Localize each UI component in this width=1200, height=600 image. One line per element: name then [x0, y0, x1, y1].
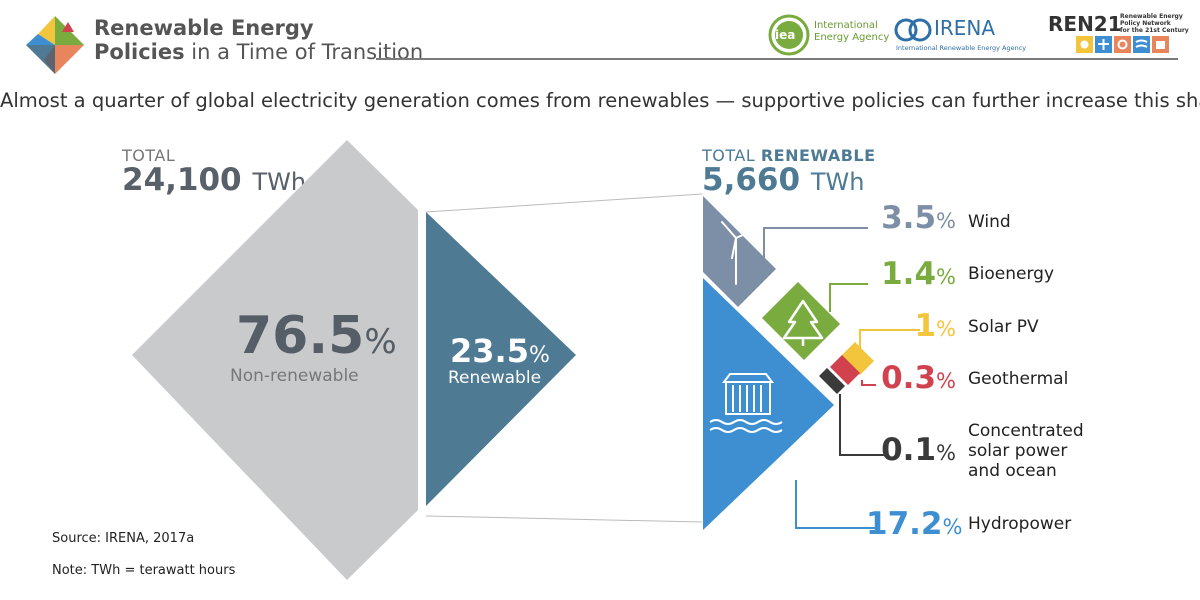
ren21-logo: REN21 Renewable Energy Policy Network fo…: [1048, 12, 1189, 56]
wind-leader: [763, 227, 868, 262]
csp-ocean-pct: 0.1%: [881, 432, 956, 468]
chart-subtitle: Almost a quarter of global electricity g…: [0, 89, 1200, 112]
wind-label: Wind: [968, 212, 1011, 232]
header-rule: [376, 58, 1178, 60]
hydropower-label: Hydropower: [968, 514, 1072, 534]
zoom-line-bottom: [425, 515, 703, 523]
units-note: Note: TWh = terawatt hours: [52, 563, 236, 578]
irena-logo: IRENA International Renewable Energy Age…: [894, 16, 1027, 52]
solar-pv-shape: [841, 342, 874, 375]
source-note: Source: IRENA, 2017a: [52, 531, 195, 546]
zoom-line-top: [425, 193, 703, 213]
dam-icon: [709, 373, 783, 433]
iea-logo: iea International Energy Agency: [768, 14, 889, 56]
geothermal-shape: [830, 355, 860, 385]
csp-ocean-leader: [839, 394, 888, 456]
non-renewable-shape: [132, 140, 418, 580]
renewable-label: Renewable: [448, 368, 542, 388]
total-renewable-value: 5,660 TWh: [702, 162, 865, 198]
hydropower-pct: 17.2%: [866, 506, 963, 542]
non-renewable-label: Non-renewable: [230, 366, 359, 386]
bioenergy-leader: [829, 283, 868, 312]
header-title-line2: Policies in a Time of Transition: [94, 40, 424, 64]
publication-logo: [26, 16, 84, 74]
bioenergy-pct: 1.4%: [881, 256, 956, 292]
total-renewable-label: TOTAL RENEWABLE: [702, 146, 876, 165]
wind-turbine-icon: [721, 221, 755, 285]
renewable-pct: 23.5%: [450, 332, 550, 370]
solar-pv-pct: 1%: [914, 308, 956, 344]
wind-shape: [703, 196, 776, 307]
non-renewable-pct: 76.5%: [236, 306, 397, 366]
wind-pct: 3.5%: [881, 200, 956, 236]
tree-icon: [782, 299, 824, 346]
csp-ocean-shape: [819, 368, 845, 394]
geothermal-pct: 0.3%: [881, 360, 956, 396]
hydropower-shape: [703, 278, 834, 530]
header-title-line1: Renewable Energy: [94, 16, 314, 40]
renewable-shape: [426, 212, 576, 506]
hydropower-leader: [795, 480, 880, 529]
solar-pv-leader: [859, 329, 920, 348]
bioenergy-shape: [762, 282, 840, 360]
csp-ocean-label: Concentrated solar power and ocean: [968, 421, 1084, 481]
bioenergy-label: Bioenergy: [968, 264, 1055, 284]
geothermal-leader: [861, 380, 876, 386]
total-label: TOTAL: [122, 146, 176, 165]
geothermal-label: Geothermal: [968, 369, 1069, 389]
solar-pv-label: Solar PV: [968, 317, 1039, 337]
